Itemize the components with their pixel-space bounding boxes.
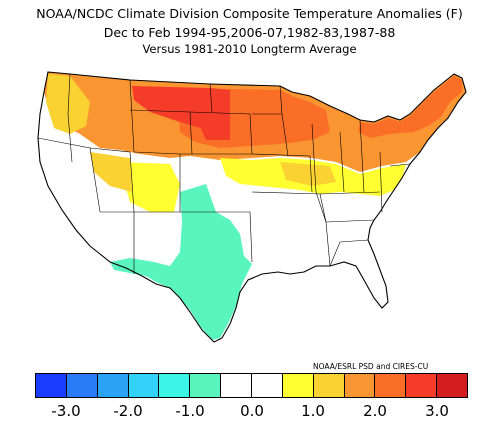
- legend-tick-label: 2.0: [363, 402, 387, 420]
- legend-swatch: [375, 374, 407, 397]
- legend-tick-label: 3.0: [425, 402, 449, 420]
- legend-tick-label: -1.0: [175, 402, 205, 420]
- data-source-credit: NOAA/ESRL PSD and CIRES-CU: [313, 362, 429, 371]
- warm-anomaly-region: [46, 74, 90, 134]
- color-legend-bar: [35, 373, 468, 398]
- warm-anomaly-region: [132, 86, 230, 132]
- cool-anomaly-region: [110, 184, 252, 340]
- legend-swatch: [36, 374, 67, 397]
- legend-swatch: [437, 374, 468, 397]
- legend-swatch: [344, 374, 376, 397]
- legend-tick-label: 1.0: [301, 402, 325, 420]
- map-subtitle-baseline: Versus 1981-2010 Longterm Average: [142, 42, 357, 56]
- map-title: NOAA/NCDC Climate Division Composite Tem…: [36, 6, 463, 21]
- map-subtitle-period: Dec to Feb 1994-95,2006-07,1982-83,1987-…: [103, 25, 396, 40]
- warm-anomaly-region: [122, 162, 180, 212]
- legend-swatch: [282, 374, 314, 397]
- legend-tick-label: -2.0: [113, 402, 143, 420]
- legend-swatch: [128, 374, 160, 397]
- warm-anomaly-region: [198, 122, 230, 140]
- legend-swatch: [159, 374, 191, 397]
- legend-swatch: [97, 374, 129, 397]
- warm-anomaly-region: [280, 162, 336, 186]
- warm-anomaly-region: [358, 76, 462, 138]
- legend-swatch: [190, 374, 222, 397]
- legend-swatch: [406, 374, 438, 397]
- legend-swatch: [313, 374, 345, 397]
- warm-anomaly-region: [90, 152, 132, 192]
- state-borders: [37, 73, 411, 274]
- legend-swatch: [221, 374, 253, 397]
- us-outline: [37, 71, 467, 343]
- legend-swatch: [252, 374, 283, 397]
- legend-swatch: [66, 374, 98, 397]
- legend-tick-label: 0.0: [240, 402, 264, 420]
- legend-tick-label: -3.0: [51, 402, 81, 420]
- us-climate-division-map: [37, 71, 467, 343]
